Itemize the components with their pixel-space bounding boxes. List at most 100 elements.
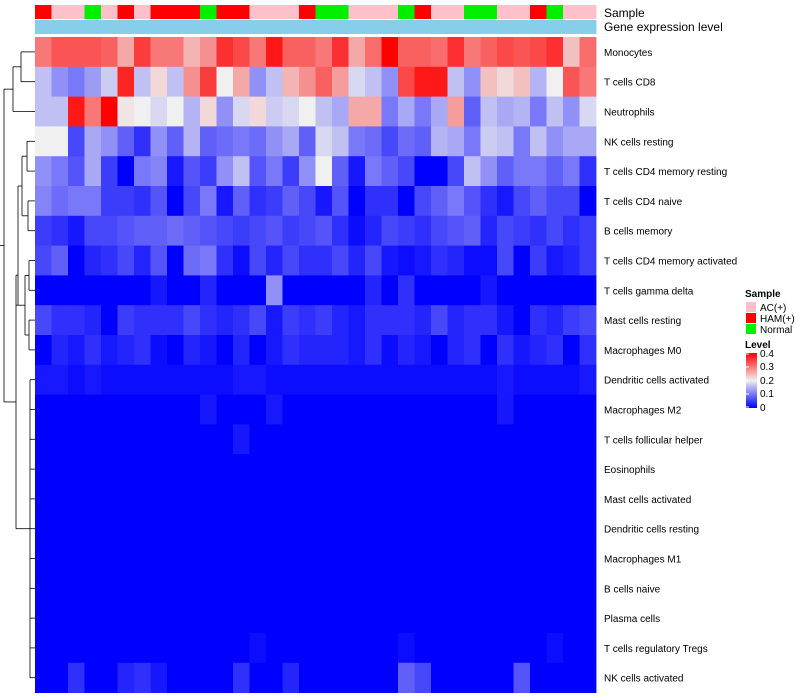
heatmap-cell — [282, 454, 300, 485]
row-label: T cells follicular helper — [604, 435, 703, 446]
heatmap-cell — [51, 543, 69, 574]
row-label: B cells memory — [604, 227, 672, 238]
heatmap-cell — [216, 543, 234, 574]
heatmap-cell — [398, 37, 415, 68]
heatmap-cell — [480, 603, 498, 634]
heatmap-cell — [183, 633, 201, 664]
legend-swatch-normal — [746, 324, 756, 334]
heatmap-cell — [563, 662, 580, 693]
heatmap-cell — [447, 454, 465, 485]
heatmap-cell — [431, 603, 448, 634]
heatmap-cell — [579, 364, 597, 395]
expression-annotation-cell — [117, 20, 135, 34]
heatmap-cell — [480, 364, 498, 395]
heatmap-cell — [183, 364, 201, 395]
heatmap-cell — [134, 394, 151, 425]
heatmap-cell — [563, 335, 580, 366]
heatmap-cell — [563, 126, 580, 157]
heatmap-cell — [84, 156, 102, 187]
heatmap-cell — [35, 275, 52, 306]
heatmap-cell — [497, 454, 514, 485]
heatmap-cell — [348, 484, 366, 515]
heatmap-cell — [579, 245, 597, 276]
heatmap-cell — [365, 543, 382, 574]
heatmap-cell — [101, 603, 118, 634]
heatmap-cell — [546, 215, 564, 246]
heatmap-cell — [101, 662, 118, 693]
heatmap-cell — [563, 454, 580, 485]
expression-annotation-cell — [398, 20, 415, 34]
heatmap-cell — [447, 37, 465, 68]
expression-annotation-cell — [530, 20, 547, 34]
heatmap-cell — [513, 573, 531, 604]
heatmap-cell — [398, 603, 415, 634]
heatmap-cell — [414, 66, 432, 97]
heatmap-cell — [117, 186, 135, 217]
heatmap-cell — [84, 573, 102, 604]
heatmap-cell — [299, 364, 316, 395]
heatmap-cell — [233, 156, 250, 187]
heatmap-cell — [84, 275, 102, 306]
heatmap-cell — [117, 364, 135, 395]
sample-annotation-cell — [365, 5, 382, 19]
heatmap-cell — [431, 215, 448, 246]
heatmap-cell — [513, 37, 531, 68]
heatmap-cell — [150, 364, 168, 395]
heatmap-cell — [282, 275, 300, 306]
heatmap-cell — [233, 215, 250, 246]
sample-annotation-cell — [431, 5, 448, 19]
heatmap-cell — [315, 633, 333, 664]
heatmap-cell — [315, 156, 333, 187]
row-label: Eosinophils — [604, 465, 655, 476]
heatmap-cell — [332, 215, 349, 246]
heatmap-cell — [167, 543, 184, 574]
heatmap-cell — [431, 454, 448, 485]
heatmap-cell — [282, 66, 300, 97]
heatmap-cell — [216, 215, 234, 246]
heatmap-cell — [299, 245, 316, 276]
heatmap-cell — [447, 305, 465, 336]
heatmap-cell — [117, 484, 135, 515]
heatmap-cell — [68, 364, 85, 395]
heatmap-cell — [332, 245, 349, 276]
heatmap-cell — [497, 513, 514, 544]
heatmap-cell — [381, 186, 399, 217]
heatmap-cell — [480, 543, 498, 574]
heatmap-cell — [431, 573, 448, 604]
heatmap-cell — [348, 424, 366, 455]
heatmap-cell — [101, 633, 118, 664]
heatmap-cell — [464, 573, 481, 604]
heatmap-cell — [117, 245, 135, 276]
heatmap-cell — [84, 305, 102, 336]
heatmap-cell — [117, 156, 135, 187]
heatmap-cell — [315, 275, 333, 306]
heatmap-cell — [398, 513, 415, 544]
expression-annotation-cell — [563, 20, 580, 34]
heatmap-cell — [35, 364, 52, 395]
expression-annotation-cell — [266, 20, 283, 34]
heatmap-cell — [68, 37, 85, 68]
expression-annotation-cell — [365, 20, 382, 34]
heatmap-cell — [84, 96, 102, 127]
heatmap-cell — [282, 335, 300, 366]
legend-label-normal: Normal — [760, 325, 792, 336]
heatmap-cell — [480, 484, 498, 515]
heatmap-cell — [134, 633, 151, 664]
heatmap-cell — [299, 484, 316, 515]
heatmap-cell — [530, 215, 547, 246]
heatmap-cell — [431, 96, 448, 127]
sample-annotation-cell — [299, 5, 316, 19]
heatmap-cell — [447, 126, 465, 157]
heatmap-cell — [431, 364, 448, 395]
heatmap-cell — [414, 603, 432, 634]
heatmap-cell — [282, 156, 300, 187]
heatmap-cell — [167, 37, 184, 68]
heatmap-cell — [414, 305, 432, 336]
heatmap-cell — [134, 37, 151, 68]
expression-annotation-cell — [348, 20, 366, 34]
heatmap-cell — [150, 245, 168, 276]
heatmap-cell — [348, 633, 366, 664]
heatmap-cell — [497, 633, 514, 664]
heatmap-cell — [101, 96, 118, 127]
heatmap-cell — [299, 335, 316, 366]
